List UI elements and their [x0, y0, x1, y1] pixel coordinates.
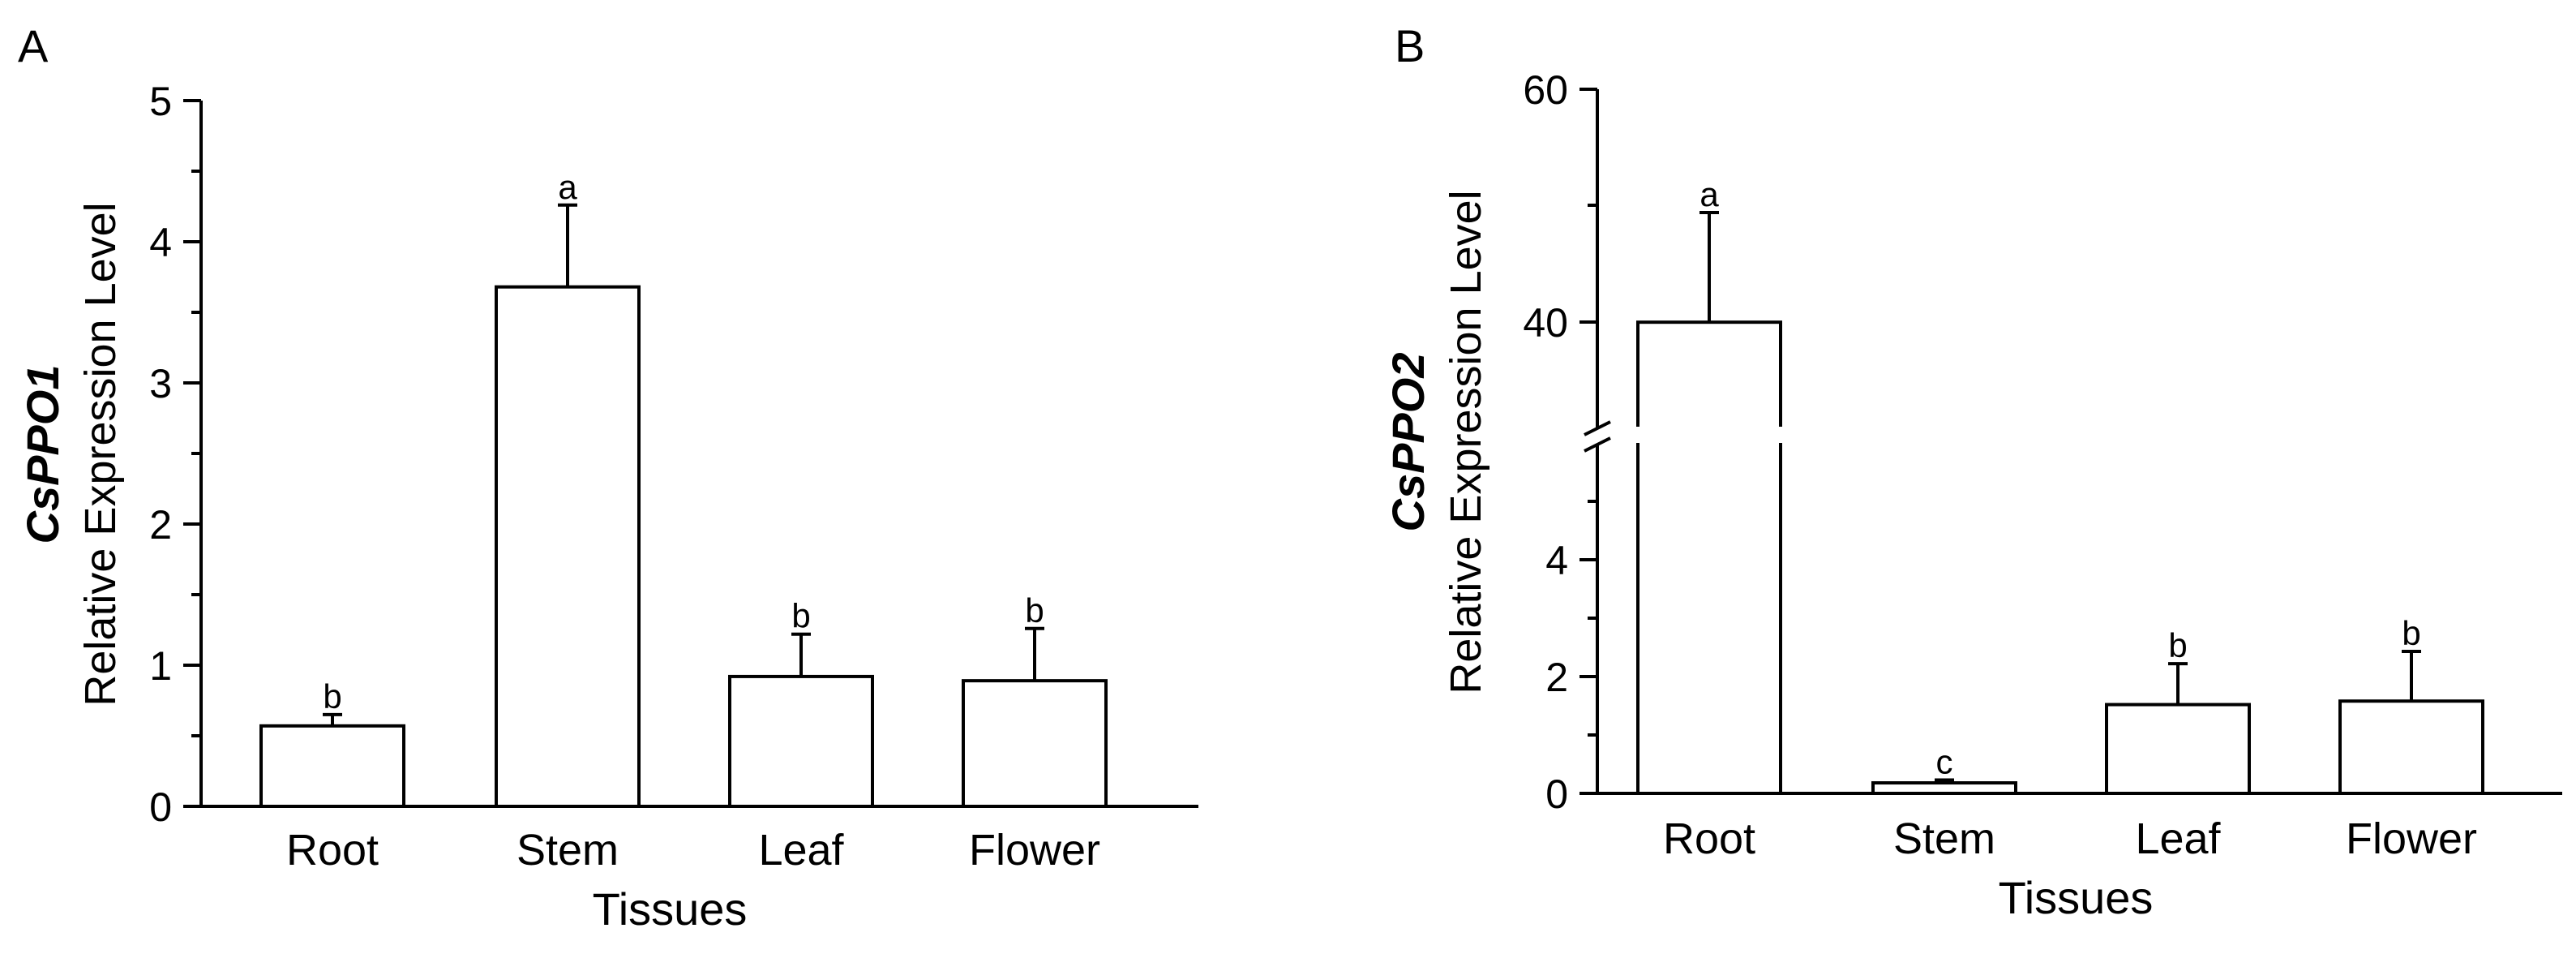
panel-b-x-axis-title: Tissues — [1999, 872, 2154, 923]
panel-b-bar-break-gap — [1635, 427, 1784, 443]
panel-a-y-tick-label: 2 — [149, 502, 172, 548]
panel-b-error-bar — [2168, 662, 2188, 705]
panel-a-bars — [259, 285, 1108, 809]
panel-a-x-tick-labels: Root Stem Leaf Flower — [286, 826, 1100, 874]
panel-a-y-gene-label: CsPPO1 — [17, 365, 68, 544]
panel-a-y-tick-label: 3 — [149, 361, 172, 406]
panel-b-significance-letter: c — [1936, 742, 1953, 780]
panel-a-bar-leaf — [728, 674, 874, 808]
panel-b-x-tick-label: Stem — [1893, 814, 1995, 863]
panel-b-y-tick-labels: 60 40 4 2 0 — [1523, 67, 1568, 817]
panel-a-y-tick-label: 5 — [149, 79, 172, 124]
panel-b-error-bars — [1699, 211, 2421, 784]
panel-b-y-tick-label: 0 — [1545, 771, 1568, 817]
panel-a-label: A — [18, 20, 49, 71]
panel-b-bar-stem — [1871, 781, 2017, 795]
panel-a-bar-stem — [495, 285, 641, 808]
panel-b-bars — [1636, 320, 2484, 795]
panel-b-error-bar — [1699, 211, 1719, 323]
panel-b-significance-letters: a c b b — [1699, 175, 2420, 780]
panel-a-y-axis-title: Relative Expression Level — [76, 202, 125, 706]
panel-b-axis-break-line — [1584, 420, 1611, 436]
panel-b-error-bar — [1935, 778, 1954, 784]
panel-b-significance-letter: b — [2402, 614, 2420, 652]
panel-b-x-tick-label: Flower — [2346, 814, 2477, 863]
panel-a-significance-letter: a — [558, 168, 577, 206]
panel-b: B 60 40 4 2 0 CsPPO2 R — [1382, 20, 2562, 923]
panel-a-bar-flower — [962, 679, 1108, 809]
panel-a-error-bar — [1025, 626, 1044, 681]
panel-a-x-tick-label: Root — [286, 826, 379, 874]
panel-a-error-bar — [791, 632, 811, 677]
panel-a-error-bar — [323, 712, 342, 726]
panel-b-label: B — [1395, 20, 1425, 71]
panel-b-x-tick-label: Root — [1663, 814, 1755, 863]
panel-a-y-tick-label: 4 — [149, 220, 172, 265]
panel-a-error-bar — [558, 203, 577, 287]
panel-a-y-tick-label: 0 — [149, 784, 172, 830]
panel-b-y-ticks — [1579, 88, 1597, 795]
panel-b-axis-break-line — [1584, 436, 1611, 453]
panel-a-error-bars — [323, 203, 1044, 726]
panel-b-y-axis-title: Relative Expression Level — [1442, 190, 1490, 694]
panel-b-axis-break-mark — [1584, 420, 1611, 453]
panel-b-y-tick-label: 60 — [1523, 67, 1568, 113]
panel-a-x-tick-label: Stem — [516, 826, 619, 874]
panel-a-y-tick-label: 1 — [149, 643, 172, 689]
panel-b-y-gene-label: CsPPO2 — [1382, 353, 1434, 532]
panel-b-significance-letter: b — [2168, 626, 2187, 664]
panel-b-bar-flower — [2338, 699, 2484, 795]
panel-a-significance-letters: b a b b — [323, 168, 1044, 716]
panel-b-y-tick-label: 2 — [1545, 655, 1568, 700]
panel-a-significance-letter: b — [791, 597, 810, 635]
panel-a-y-tick-labels: 0 1 2 3 4 5 — [149, 79, 172, 830]
panel-a-significance-letter: b — [1025, 591, 1044, 630]
panel-b-error-bar — [2402, 650, 2421, 702]
panel-a-bar-root — [259, 724, 405, 809]
panel-b-bar-leaf — [2105, 703, 2251, 795]
panel-a-x-tick-label: Leaf — [758, 826, 844, 874]
panel-b-x-tick-label: Leaf — [2135, 814, 2221, 863]
panel-a-y-ticks — [183, 99, 201, 808]
panel-b-bar-root — [1636, 320, 1782, 795]
panel-b-y-tick-label: 40 — [1523, 300, 1568, 346]
panel-a-x-tick-label: Flower — [969, 826, 1100, 874]
panel-b-x-tick-labels: Root Stem Leaf Flower — [1663, 814, 2477, 863]
panel-a-x-axis-title: Tissues — [593, 883, 748, 935]
panel-a-significance-letter: b — [323, 677, 341, 716]
panel-a: A 0 1 2 3 4 5 CsPPO1 Relative E — [17, 20, 1198, 935]
panel-b-y-tick-label: 4 — [1545, 538, 1568, 583]
panel-b-significance-letter: a — [1699, 175, 1719, 213]
